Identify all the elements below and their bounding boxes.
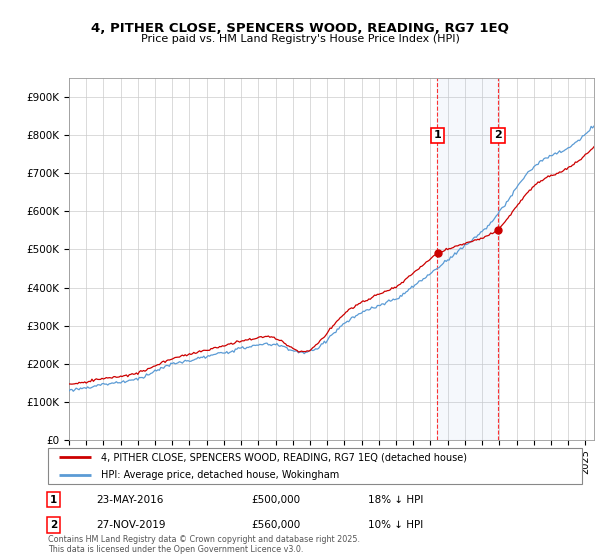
FancyBboxPatch shape bbox=[48, 448, 582, 484]
Text: 1: 1 bbox=[50, 495, 57, 505]
Text: £500,000: £500,000 bbox=[251, 495, 300, 505]
Text: 27-NOV-2019: 27-NOV-2019 bbox=[96, 520, 166, 530]
Text: 23-MAY-2016: 23-MAY-2016 bbox=[96, 495, 163, 505]
Text: 4, PITHER CLOSE, SPENCERS WOOD, READING, RG7 1EQ: 4, PITHER CLOSE, SPENCERS WOOD, READING,… bbox=[91, 22, 509, 35]
Text: 2: 2 bbox=[50, 520, 57, 530]
Text: 1: 1 bbox=[433, 130, 441, 141]
Text: Price paid vs. HM Land Registry's House Price Index (HPI): Price paid vs. HM Land Registry's House … bbox=[140, 34, 460, 44]
Text: Contains HM Land Registry data © Crown copyright and database right 2025.
This d: Contains HM Land Registry data © Crown c… bbox=[48, 535, 360, 554]
Bar bbox=[437, 78, 498, 440]
Text: £560,000: £560,000 bbox=[251, 520, 300, 530]
Text: 10% ↓ HPI: 10% ↓ HPI bbox=[368, 520, 424, 530]
Text: HPI: Average price, detached house, Wokingham: HPI: Average price, detached house, Woki… bbox=[101, 470, 340, 480]
Text: 18% ↓ HPI: 18% ↓ HPI bbox=[368, 495, 424, 505]
Text: 4, PITHER CLOSE, SPENCERS WOOD, READING, RG7 1EQ (detached house): 4, PITHER CLOSE, SPENCERS WOOD, READING,… bbox=[101, 452, 467, 462]
Text: 2: 2 bbox=[494, 130, 502, 141]
